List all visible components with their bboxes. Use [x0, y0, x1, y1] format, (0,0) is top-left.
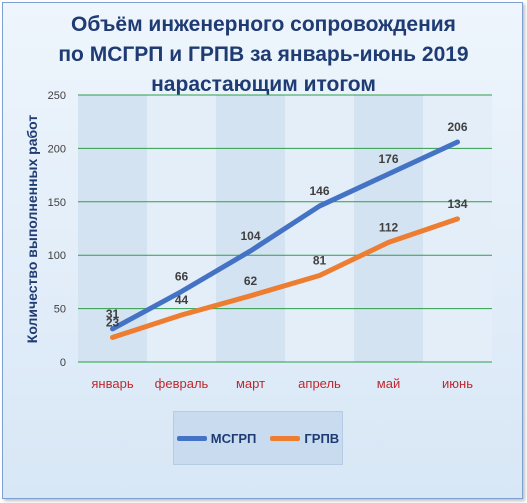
x-tick-label: февраль — [155, 376, 209, 391]
x-tick-label: январь — [91, 376, 133, 391]
data-label: 81 — [313, 253, 327, 267]
legend-label-msgrp: МСГРП — [210, 430, 257, 446]
data-label: 23 — [106, 315, 120, 329]
plot-band — [285, 95, 354, 362]
y-tick-label: 250 — [48, 90, 66, 102]
chart-title-line-1: Объём инженерного сопровождения — [71, 13, 456, 36]
plot-band — [354, 95, 423, 362]
data-label: 176 — [378, 152, 398, 166]
data-label: 62 — [244, 274, 258, 288]
data-label: 66 — [175, 270, 189, 284]
y-tick-label: 200 — [48, 143, 66, 155]
y-tick-label: 50 — [54, 304, 66, 316]
chart-title-line-3: нарастающим итогом — [151, 73, 376, 96]
x-tick-label: апрель — [298, 376, 341, 391]
plot-band — [216, 95, 285, 362]
chart-title-line-2: по МСГРП и ГРПВ за январь-июнь 2019 — [58, 43, 469, 66]
legend-swatch-grpv — [270, 435, 301, 441]
series-line — [110, 139, 460, 332]
data-label: 104 — [240, 229, 260, 243]
y-tick-label: 0 — [60, 357, 66, 369]
y-axis-label: Количество выполненных работ — [24, 115, 40, 344]
data-label: 146 — [309, 184, 329, 198]
legend: МСГРП ГРПВ — [173, 411, 343, 465]
x-tick-label: май — [377, 376, 400, 391]
data-label: 31 — [106, 307, 120, 321]
legend-swatch-msgrp — [176, 435, 207, 441]
y-tick-label: 150 — [48, 197, 66, 209]
series-line — [110, 216, 460, 340]
data-label: 134 — [447, 197, 467, 211]
x-tick-label: март — [236, 376, 265, 391]
y-tick-label: 100 — [48, 250, 66, 262]
chart-title: Объём инженерного сопровождения по МСГРП… — [0, 10, 527, 100]
x-tick-label: июнь — [442, 376, 473, 391]
data-label: 206 — [447, 120, 467, 134]
data-label: 44 — [175, 293, 189, 307]
legend-item-grpv: ГРПВ — [270, 431, 339, 446]
legend-label-grpv: ГРПВ — [304, 430, 340, 446]
data-label: 112 — [379, 220, 399, 234]
legend-item-msgrp: МСГРП — [176, 430, 257, 446]
